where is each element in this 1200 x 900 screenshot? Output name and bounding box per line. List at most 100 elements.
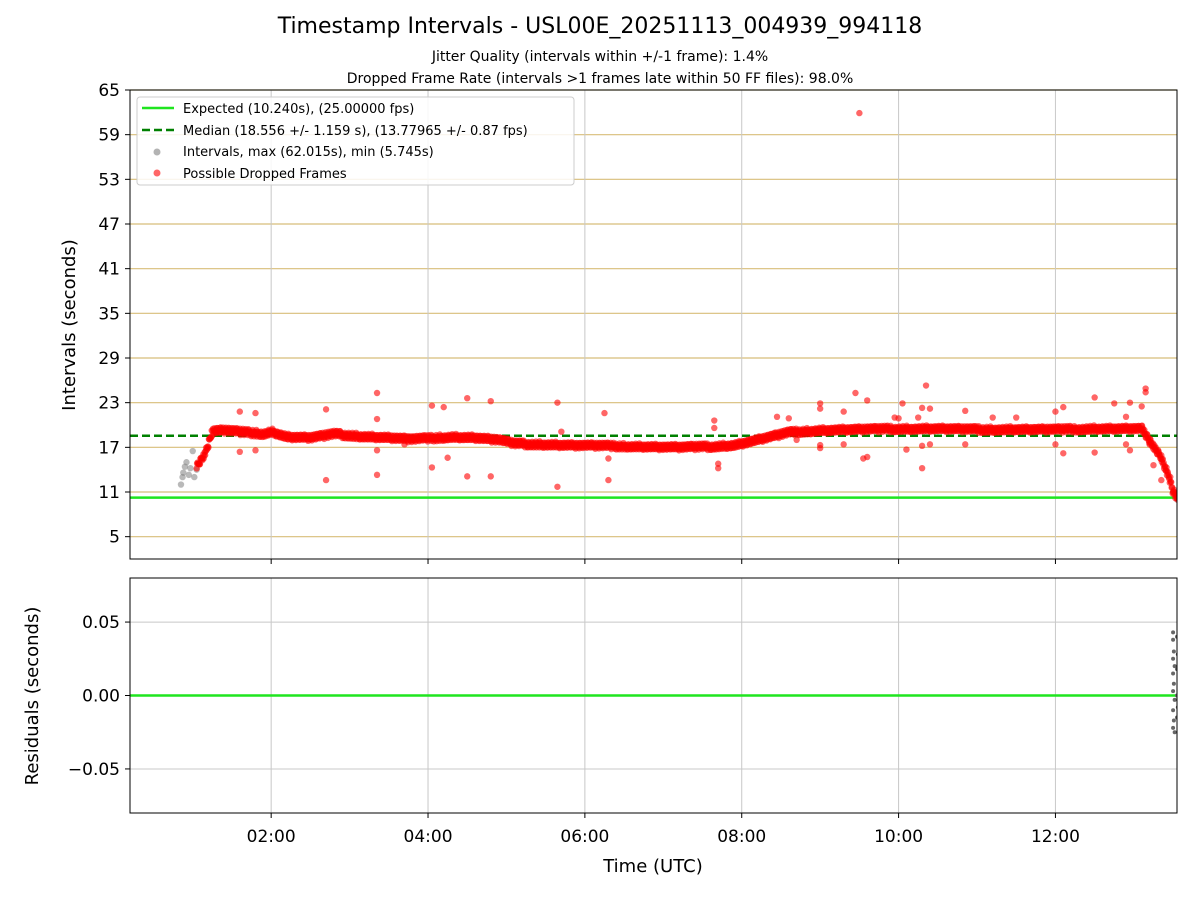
interval-point xyxy=(177,481,185,488)
dropped-frame-point xyxy=(401,441,408,448)
chart-subtitle-jitter: Jitter Quality (intervals within +/-1 fr… xyxy=(431,49,769,65)
x-tick-label: 12:00 xyxy=(1031,827,1080,847)
residual-point xyxy=(1172,730,1177,735)
dropped-frame-point xyxy=(1167,473,1174,481)
x-tick-label: 06:00 xyxy=(560,827,609,847)
top-y-tick-label: 29 xyxy=(98,349,120,369)
dropped-frame-point xyxy=(605,455,612,462)
dropped-frame-point xyxy=(554,399,561,406)
dropped-frame-point xyxy=(773,413,781,421)
dropped-frame-point xyxy=(558,428,565,435)
residual-point xyxy=(1171,630,1176,635)
dropped-frame-point xyxy=(605,476,612,484)
dropped-frame-point xyxy=(428,464,436,471)
residual-point xyxy=(1171,718,1176,723)
dropped-frame-point xyxy=(373,447,381,454)
residual-point xyxy=(1172,664,1177,669)
interval-point xyxy=(189,447,196,455)
dropped-frame-point xyxy=(962,407,969,415)
dropped-frame-point xyxy=(1146,441,1153,448)
top-y-tick-label: 47 xyxy=(98,215,120,235)
x-axis-label: Time (UTC) xyxy=(602,856,703,877)
dropped-frame-point xyxy=(1013,414,1020,421)
interval-point xyxy=(180,469,187,476)
dropped-frame-point xyxy=(1150,462,1157,469)
interval-point xyxy=(1178,528,1184,534)
dropped-frame-point xyxy=(252,447,259,454)
dropped-frame-point xyxy=(428,402,436,409)
bottom-y-tick-label: 0.00 xyxy=(82,687,120,707)
dropped-frame-point xyxy=(711,424,718,432)
x-axis: 02:00 04:00 06:00 08:00 10:00 12:00 xyxy=(247,559,1080,847)
legend-box xyxy=(136,96,575,186)
dropped-frame-point xyxy=(785,415,792,422)
top-y-tick-label: 65 xyxy=(98,81,120,101)
dropped-frame-point xyxy=(989,414,996,421)
x-tick-label: 04:00 xyxy=(404,827,453,847)
dropped-frame-point xyxy=(373,389,381,397)
top-y-tick-label: 17 xyxy=(98,438,120,458)
chart-subtitle-dropped: Dropped Frame Rate (intervals >1 frames … xyxy=(346,71,854,87)
bottom-y-axis-label: Residuals (seconds) xyxy=(22,607,43,786)
legend-expected-label: Expected (10.240s), (25.00000 fps) xyxy=(183,102,414,117)
residual-point xyxy=(1171,708,1176,713)
bottom-y-tick-label: −0.05 xyxy=(68,760,120,780)
residual-point xyxy=(1171,637,1176,642)
dropped-frame-point xyxy=(1158,476,1165,484)
top-y-tick-label: 41 xyxy=(98,260,120,280)
dropped-frame-point xyxy=(816,444,824,452)
dropped-frame-point xyxy=(373,415,381,423)
x-tick-label: 10:00 xyxy=(874,827,923,847)
dropped-frame-point xyxy=(711,417,718,424)
dropped-frame-point xyxy=(601,409,608,417)
bottom-y-tick-label: 0.05 xyxy=(82,613,120,633)
residual-point xyxy=(1177,701,1181,705)
residual-point xyxy=(1171,681,1176,686)
dropped-frame-point xyxy=(918,404,926,412)
dropped-frame-point xyxy=(373,471,381,479)
residual-point xyxy=(1177,686,1181,690)
interval-points xyxy=(177,109,1184,534)
dropped-frame-point xyxy=(236,408,243,415)
residual-point xyxy=(1175,705,1177,710)
chart-title: Timestamp Intervals - USL00E_20251113_00… xyxy=(277,14,923,39)
dropped-frame-point xyxy=(903,446,910,453)
dropped-frame-point xyxy=(926,405,934,412)
dropped-frame-point xyxy=(1091,449,1098,456)
dropped-frame-point xyxy=(205,444,212,451)
interval-point xyxy=(183,459,190,466)
dropped-frame-point xyxy=(918,442,926,450)
dropped-frame-point xyxy=(1122,413,1130,421)
dropped-frame-point xyxy=(252,409,259,417)
top-plot-frame xyxy=(129,89,1178,560)
residual-point xyxy=(1171,656,1176,661)
dropped-frame-point xyxy=(840,408,847,415)
top-y-tick-label: 11 xyxy=(98,483,120,503)
residual-point xyxy=(1171,689,1176,694)
interval-point xyxy=(187,464,194,472)
dropped-frame-point xyxy=(1167,478,1175,486)
interval-point xyxy=(185,471,193,479)
dropped-frame-point xyxy=(895,415,902,422)
dropped-frame-point xyxy=(1111,400,1118,407)
top-y-tick-label: 23 xyxy=(98,394,120,414)
dropped-frame-point xyxy=(1177,495,1183,501)
dropped-frame-point xyxy=(487,473,494,480)
dropped-frame-point xyxy=(962,441,969,448)
top-y-axis-label: Intervals (seconds) xyxy=(59,239,80,411)
dropped-frame-point xyxy=(715,464,722,472)
residual-points xyxy=(1171,630,1181,735)
dropped-frame-point xyxy=(1091,394,1098,401)
dropped-frame-point xyxy=(914,414,922,421)
interval-point xyxy=(1178,516,1184,522)
dropped-frame-point xyxy=(464,473,471,480)
dropped-frame-point xyxy=(899,400,906,407)
dropped-frame-point xyxy=(440,403,447,411)
dropped-frame-point xyxy=(444,454,451,461)
dropped-frame-point xyxy=(1060,450,1067,457)
residual-point xyxy=(1171,649,1176,654)
bottom-y-axis: 0.05 0.00 −0.05 xyxy=(68,613,130,780)
dropped-frame-point xyxy=(856,109,863,117)
residual-point xyxy=(1172,697,1177,702)
